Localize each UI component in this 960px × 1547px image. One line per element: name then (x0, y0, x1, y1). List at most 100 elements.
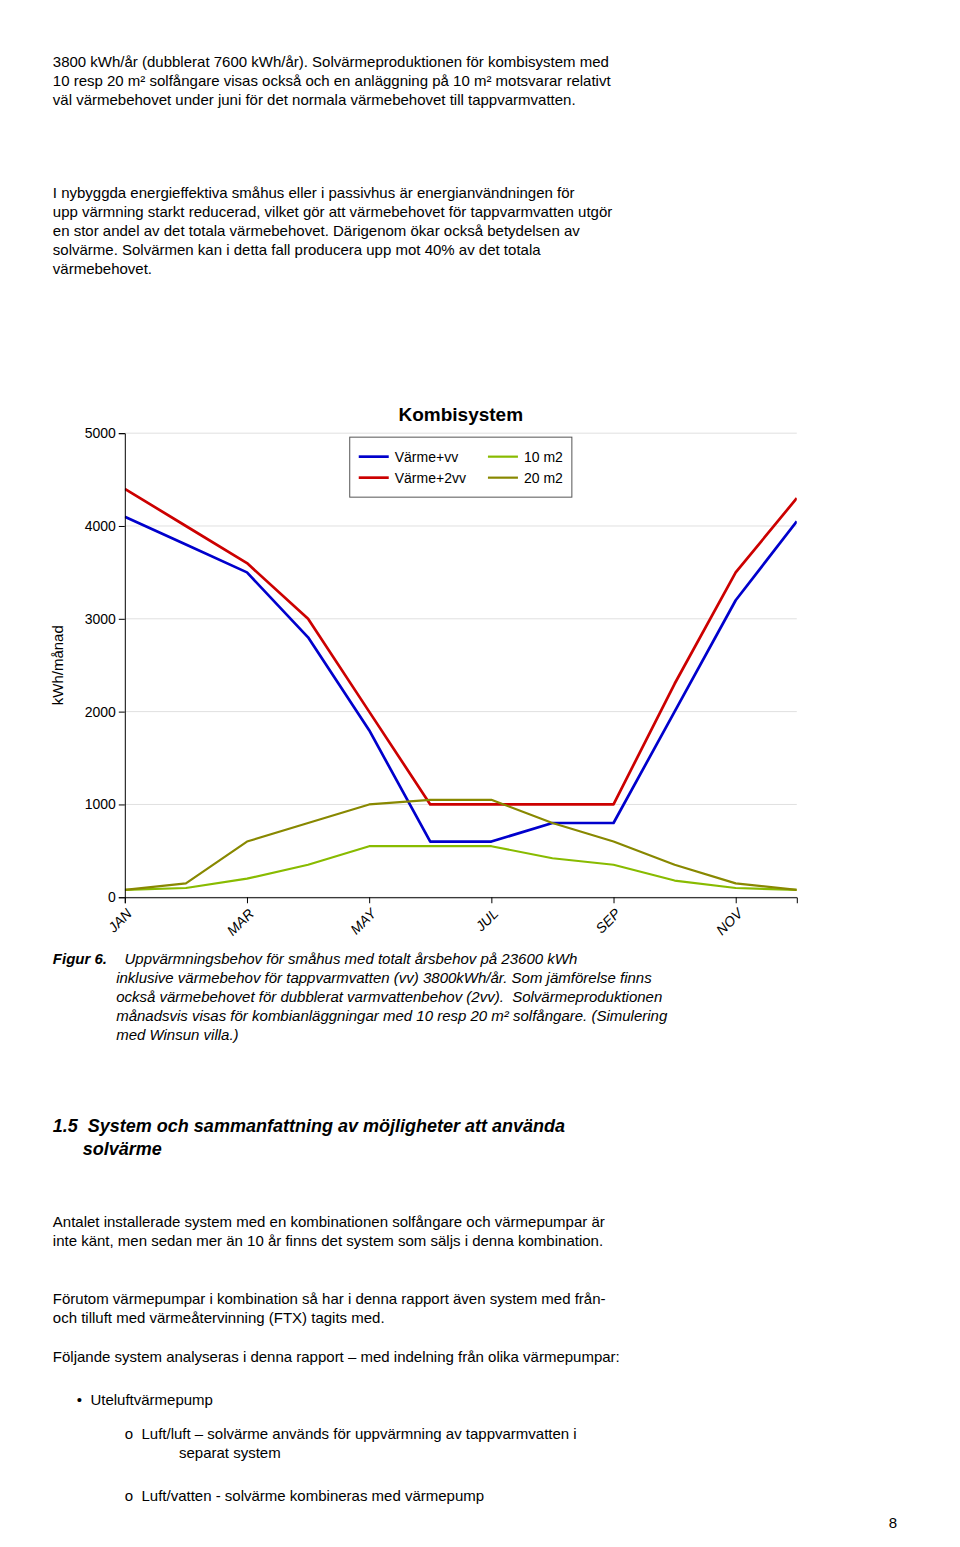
tick-label: 0 (108, 889, 116, 905)
tick-mark (614, 897, 615, 903)
y-tick: 5000 (85, 425, 125, 441)
tick-label: 1000 (85, 796, 116, 812)
y-tick: 4000 (85, 518, 125, 534)
lines (125, 489, 797, 890)
legend-swatch (488, 477, 518, 479)
x-axis: JAN MAR MAY JUL SEP NOV (104, 897, 797, 938)
caption-text-line: Uppvärmningsbehov för småhus med totalt … (116, 950, 577, 967)
legend-label: Värme+vv (395, 449, 458, 465)
body-text-line: Förutom värmepumpar i kombination så har… (53, 1290, 606, 1307)
body-text-line: upp värmning starkt reducerad, vilket gö… (53, 203, 612, 220)
tick-mark (369, 897, 370, 903)
caption-text-line: inklusive värmebehov för tappvarmvatten … (116, 969, 652, 986)
tick-label: 5000 (85, 425, 116, 441)
legend-item: 10 m2 (488, 449, 563, 465)
axis-title: kWh/månad (49, 625, 66, 705)
tick-mark (119, 804, 125, 805)
caption-text-line: med Winsun villa.) (116, 1026, 238, 1043)
tick-label: JAN (104, 905, 135, 936)
body-text: I nybyggda energieffektiva småhus eller … (53, 184, 612, 277)
x-tick: NOV (713, 897, 747, 938)
legend-swatch (488, 456, 518, 458)
tick-label: 3000 (85, 611, 116, 627)
section-title: 1.5 System och sammanfattning av möjligh… (53, 1116, 565, 1159)
bullet: • Uteluftvärmepump (77, 1391, 213, 1408)
body-text-line: Följande system analyseras i denna rappo… (53, 1348, 620, 1365)
tick-label: 4000 (85, 518, 116, 534)
x-tick: MAR (224, 897, 257, 938)
legend: Värme+vv Värme+2vv 10 m2 20 m2 (350, 437, 572, 497)
tick-mark (119, 619, 125, 620)
axis-line (125, 898, 797, 904)
body-text: Antalet installerade system med en kombi… (53, 1213, 605, 1249)
tick-label: JUL (472, 905, 502, 935)
tick-label: 2000 (85, 704, 116, 720)
grid-line (125, 711, 797, 712)
tick-mark (119, 897, 125, 898)
tick-mark (736, 897, 737, 903)
legend-label: Värme+2vv (395, 470, 466, 486)
bullet-sub: o Luft/vatten - solvärme kombineras med … (125, 1487, 484, 1504)
caption-label: Figur 6. (53, 950, 107, 967)
bullet-line: • Uteluftvärmepump (77, 1391, 213, 1408)
tick-label: NOV (713, 904, 747, 938)
tick-mark (119, 712, 125, 713)
body-text-line: Antalet installerade system med en kombi… (53, 1213, 605, 1230)
bullet-sub-line: separat system (125, 1444, 281, 1461)
page: 3800 kWh/år (dubblerat 7600 kWh/år). Sol… (0, 0, 960, 1547)
tick-mark (247, 897, 248, 903)
body-text-line: en stor andel av det totala värmebehovet… (53, 222, 580, 239)
section-title-line: solvärme (53, 1139, 162, 1159)
page-number: 8 (889, 1514, 897, 1531)
bullet-sub: o Luft/luft – solvärme används för uppvä… (125, 1425, 577, 1461)
legend-box (350, 437, 572, 497)
y-tick: 3000 (85, 611, 125, 627)
body-text: 3800 kWh/år (dubblerat 7600 kWh/år). Sol… (53, 53, 612, 108)
body-text-line: 3800 kWh/år (dubblerat 7600 kWh/år). Sol… (53, 53, 609, 70)
body-text-line: solvärme. Solvärmen kan i detta fall pro… (53, 241, 541, 258)
y-tick: 2000 (85, 704, 125, 720)
x-tick: MAY (347, 897, 380, 937)
y-tick: 1000 (85, 796, 125, 812)
caption-text-line: månadsvis visas för kombianläggningar me… (116, 1007, 668, 1024)
body-text-line: inte känt, men sedan mer än 10 år finns … (53, 1232, 603, 1249)
bullet-sub-line: o Luft/vatten - solvärme kombineras med … (125, 1487, 484, 1504)
tick-mark (119, 433, 125, 434)
chart-title: Kombisystem (398, 404, 523, 425)
axis-line (119, 434, 126, 898)
series-line (125, 800, 797, 890)
legend-label: 10 m2 (524, 449, 563, 465)
section-title-line: 1.5 System och sammanfattning av möjligh… (53, 1116, 565, 1136)
body-text: Följande system analyseras i denna rappo… (53, 1348, 620, 1365)
caption-text: Uppvärmningsbehov för småhus med totalt … (116, 950, 668, 1043)
series-line (125, 517, 797, 842)
legend-label: 20 m2 (524, 470, 563, 486)
grid-line (125, 433, 797, 434)
caption-text-line: också värmebehovet för dubblerat varmvat… (116, 988, 662, 1005)
body-text-line: 10 resp 20 m² solfångare visas också och… (53, 72, 612, 89)
tick-mark (491, 897, 492, 903)
body-text: Förutom värmepumpar i kombination så har… (53, 1290, 606, 1326)
grid-line (125, 525, 797, 526)
legend-item: Värme+vv (359, 449, 458, 465)
tick-mark (119, 526, 125, 527)
series-line (125, 489, 797, 805)
tick-label: MAY (347, 904, 380, 937)
x-tick: JUL (472, 897, 502, 935)
tick-label: MAR (224, 905, 257, 938)
legend-swatch (359, 455, 389, 458)
x-tick: SEP (592, 897, 624, 936)
chart: JAN MAR MAY JUL SEP NOV 0 1000 2000 3000 4000 5000 k… (49, 404, 798, 938)
legend-item: 20 m2 (488, 470, 563, 486)
body-text-line: värmebehovet. (53, 260, 152, 277)
body-text-line: I nybyggda energieffektiva småhus eller … (53, 184, 575, 201)
y-axis: 0 1000 2000 3000 4000 5000 (85, 425, 126, 905)
bullet-sub-line: o Luft/luft – solvärme används för uppvä… (125, 1425, 577, 1442)
legend-swatch (359, 476, 389, 479)
legend-item: Värme+2vv (359, 470, 466, 486)
series-line (125, 846, 797, 890)
grid-line (125, 618, 797, 619)
tick-label: SEP (592, 905, 624, 937)
body-text-line: väl värmebehovet under juni för det norm… (53, 91, 576, 108)
grid (125, 433, 797, 897)
